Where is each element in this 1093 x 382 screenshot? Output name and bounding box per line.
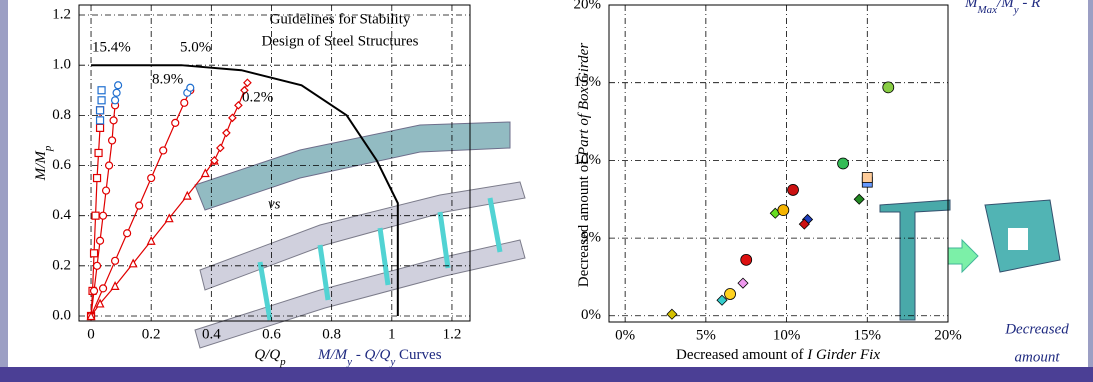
point	[187, 84, 194, 91]
y-tick-label: 0.8	[52, 107, 71, 123]
point	[778, 205, 789, 216]
x-axis-label: Decreased amount of I Girder Fix	[676, 347, 880, 363]
y-tick-label: 1.0	[52, 57, 71, 73]
point	[97, 124, 104, 131]
point	[92, 212, 99, 219]
annotation: Guidelines for Stability	[270, 11, 411, 27]
annotation: vs	[268, 196, 281, 212]
point	[103, 187, 110, 194]
point	[160, 147, 167, 154]
annotation: Design of Steel Structures	[261, 33, 418, 49]
point	[91, 287, 98, 294]
caption-part: Curves	[395, 347, 441, 363]
annotation: 15.4%	[92, 39, 131, 55]
point	[95, 149, 102, 156]
annotation: 0.2%	[242, 89, 273, 105]
x-tick-label: 0.6	[262, 326, 281, 342]
panel	[8, 0, 1088, 367]
point	[136, 202, 143, 209]
x-tick-label: 1.2	[443, 326, 462, 342]
point	[98, 87, 105, 94]
point	[94, 262, 101, 269]
point	[112, 257, 119, 264]
caption-part: M/M	[317, 347, 349, 363]
y-tick-label: 20%	[574, 0, 602, 12]
x-tick-label: 0.8	[322, 326, 341, 342]
y-tick-label: 0%	[581, 307, 601, 323]
corner-label-part: - R	[1019, 0, 1041, 11]
x-tick-label: 0%	[615, 327, 635, 343]
point	[124, 230, 131, 237]
figure: 0 0.2 0.4 0.6 0.8 1 1.2 0.0 0.2 0.4 0.6 0.8 1.0 1.2 Gu…	[0, 0, 1093, 382]
point	[100, 285, 107, 292]
point	[112, 97, 119, 104]
y-tick-label: 0.6	[52, 157, 71, 173]
point	[838, 158, 849, 169]
x-axis-label-part: I Girder Fix	[806, 347, 880, 363]
y-axis-label-part: Decreased amount of	[576, 156, 592, 287]
caption-part: - Q/Q	[352, 347, 390, 363]
point	[91, 250, 98, 257]
y-axis-label: Decreased amount of Part of Box Girder	[576, 43, 592, 288]
y-tick-label: 1.2	[52, 6, 71, 22]
point	[883, 82, 894, 93]
y-tick-label: 0.2	[52, 257, 71, 273]
annotation: 8.9%	[152, 71, 183, 87]
point	[94, 175, 101, 182]
corner-label-part: /M	[996, 0, 1015, 11]
x-axis-label-part: Q/Q	[254, 347, 280, 363]
side-label: Decreased	[1004, 321, 1069, 337]
x-tick-label: 1	[388, 326, 396, 342]
y-tick-label: 0.4	[52, 207, 71, 223]
x-axis-label-part: Decreased amount of	[676, 347, 807, 363]
y-axis-label-part: M/M	[33, 150, 49, 182]
y-axis-label-part: p	[42, 145, 54, 152]
x-tick-label: 0	[87, 326, 95, 342]
x-tick-label: 20%	[934, 327, 962, 343]
y-axis-label-part: Part of Box Girder	[576, 43, 592, 157]
point	[115, 82, 122, 89]
point	[98, 97, 105, 104]
x-tick-label: 5%	[696, 327, 716, 343]
x-axis-label-part: p	[279, 356, 286, 368]
point	[97, 117, 104, 124]
x-tick-label: 0.4	[202, 326, 221, 342]
point	[172, 119, 179, 126]
point	[181, 99, 188, 106]
point	[113, 89, 120, 96]
point	[788, 184, 799, 195]
x-tick-label: 0.2	[142, 326, 161, 342]
point	[725, 289, 736, 300]
point	[110, 117, 117, 124]
point	[148, 175, 155, 182]
point	[106, 162, 113, 169]
x-tick-label: 15%	[854, 327, 882, 343]
point	[97, 107, 104, 114]
annotation: 5.0%	[180, 39, 211, 55]
page: 0 0.2 0.4 0.6 0.8 1 1.2 0.0 0.2 0.4 0.6 0.8 1.0 1.2 Gu…	[0, 0, 1093, 382]
x-tick-label: 10%	[773, 327, 801, 343]
bottom-strip	[0, 367, 1093, 382]
point	[100, 212, 107, 219]
point	[862, 172, 872, 182]
point	[97, 237, 104, 244]
point	[741, 254, 752, 265]
y-tick-label: 0.0	[52, 307, 71, 323]
point	[109, 137, 116, 144]
corner-label-part: Max	[977, 4, 998, 16]
side-label: amount	[1015, 349, 1061, 365]
